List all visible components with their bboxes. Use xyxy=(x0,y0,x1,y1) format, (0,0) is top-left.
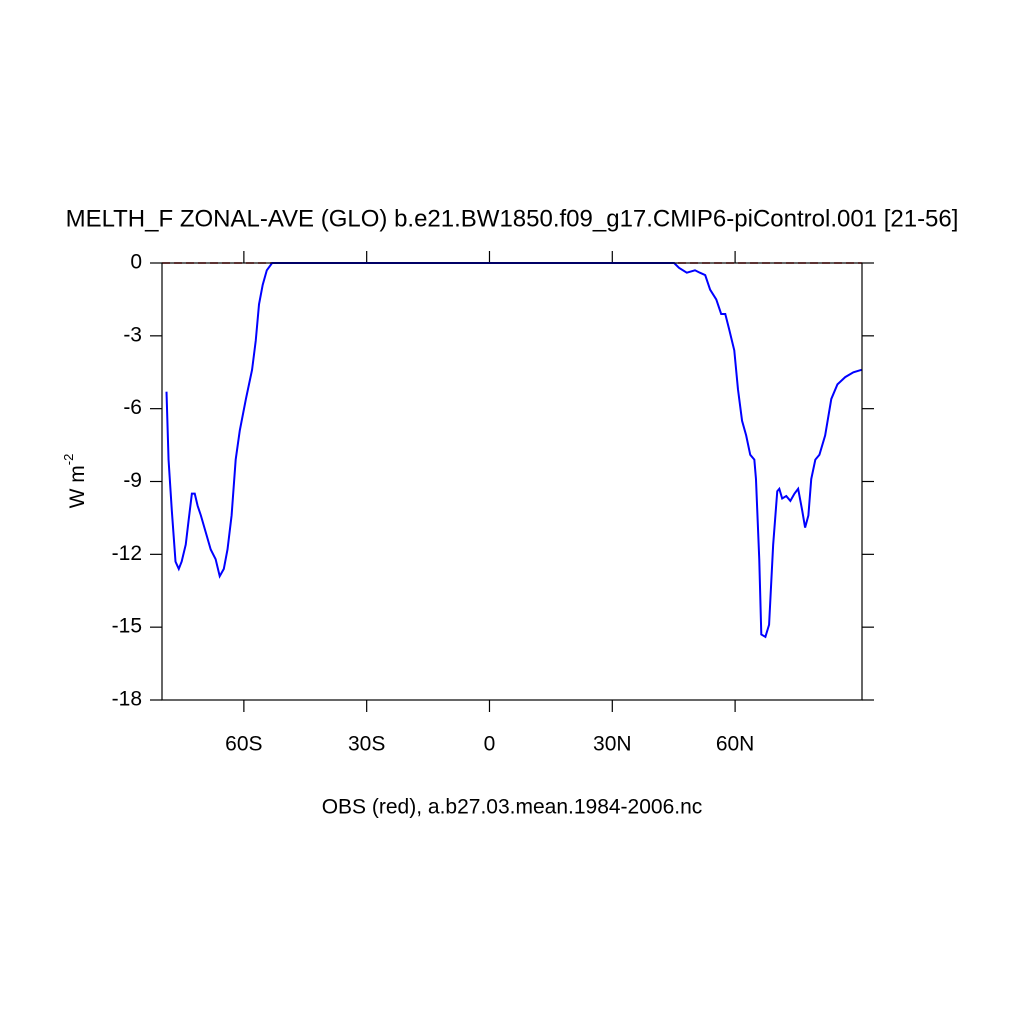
x-tick-label: 30N xyxy=(593,733,632,756)
y-tick-label: -12 xyxy=(112,542,142,565)
x-axis-label: OBS (red), a.b27.03.mean.1984-2006.nc xyxy=(322,796,703,819)
y-tick-label: -9 xyxy=(123,469,142,492)
data-line xyxy=(165,262,862,639)
y-tick-label: -18 xyxy=(112,688,142,711)
y-axis-label: W m-2 xyxy=(61,454,88,509)
x-tick-label: 0 xyxy=(484,733,496,756)
y-tick-label: -6 xyxy=(123,396,142,419)
y-tick-label: -3 xyxy=(123,323,142,346)
x-tick-label: 60S xyxy=(225,733,262,756)
y-tick-label: -15 xyxy=(112,615,142,638)
x-tick-label: 30S xyxy=(348,733,385,756)
y-label-text: W m-2 xyxy=(61,454,88,509)
y-tick-label: 0 xyxy=(130,251,142,274)
plot-frame xyxy=(161,262,863,701)
y-label-main: W m xyxy=(66,465,89,508)
chart-title: MELTH_F ZONAL-AVE (GLO) b.e21.BW1850.f09… xyxy=(66,205,959,232)
x-tick-label: 60N xyxy=(716,733,755,756)
y-label-sup: -2 xyxy=(61,454,76,466)
